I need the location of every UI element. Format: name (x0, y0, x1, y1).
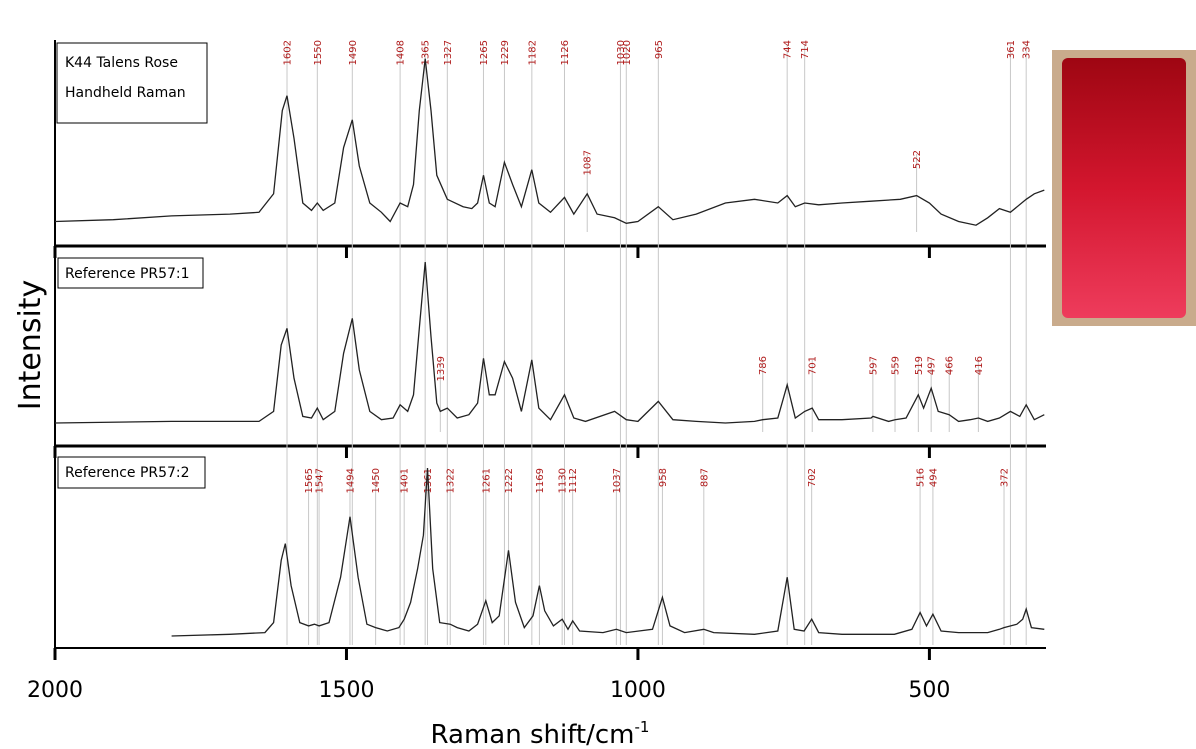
peak-label: 1339 (436, 356, 447, 381)
peak-label: 1265 (479, 40, 490, 65)
panel-title: K44 Talens Rose (65, 55, 178, 71)
peak-label: 1565 (304, 468, 315, 493)
peak-label: 416 (974, 356, 985, 375)
y-axis-title: Intensity (13, 280, 48, 411)
x-axis-title-sup: -1 (634, 718, 649, 736)
panel-title: Reference PR57:2 (65, 465, 190, 481)
x-tick-label: 1500 (318, 678, 374, 703)
legend-box (57, 456, 206, 489)
spectrum-line (54, 58, 1045, 226)
peak-label: 1126 (560, 40, 571, 65)
legend-box (56, 42, 208, 124)
spectrum-line (54, 261, 1045, 424)
x-tick-label: 500 (908, 678, 950, 703)
peak-label: 1408 (396, 40, 407, 65)
peak-label: 519 (914, 356, 925, 375)
paint-swatch (1062, 58, 1186, 318)
peak-label: 559 (891, 356, 902, 375)
peak-label: 361 (1006, 40, 1017, 59)
peak-label: 1087 (583, 150, 594, 175)
x-axis-title-text: Raman shift/cm (431, 720, 635, 749)
peak-label: 887 (699, 468, 710, 487)
x-axis-title: Raman shift/cm-1 (431, 718, 650, 749)
peak-label: 1261 (481, 468, 492, 493)
peak-label: 702 (807, 468, 818, 487)
peak-label: 1222 (504, 468, 515, 493)
peak-label: 1327 (443, 40, 454, 65)
peak-label: 701 (808, 356, 819, 375)
x-tick-label: 2000 (27, 678, 83, 703)
peak-label: 1550 (313, 40, 324, 65)
peak-label: 1030 (616, 40, 627, 65)
x-tick-label: 1000 (610, 678, 666, 703)
peak-label: 1112 (568, 468, 579, 493)
peak-label: 522 (912, 150, 923, 169)
panel-title: Reference PR57:1 (65, 266, 190, 282)
peak-label: 516 (916, 468, 927, 487)
peak-label: 1401 (400, 468, 411, 493)
peak-label: 1229 (500, 40, 511, 65)
legend-box (57, 257, 204, 289)
peak-label: 1365 (421, 40, 432, 65)
peak-label: 965 (654, 40, 665, 59)
peak-label: 1547 (315, 468, 326, 493)
peak-label: 1490 (348, 40, 359, 65)
peak-label: 1602 (283, 40, 294, 65)
peak-label: 1494 (345, 468, 356, 493)
peak-label: 334 (1022, 40, 1033, 59)
peak-label: 1020 (622, 40, 633, 65)
peak-label: 1182 (527, 40, 538, 65)
peak-label: 1322 (446, 468, 457, 493)
peak-label: 494 (928, 468, 939, 487)
peak-label: 1450 (371, 468, 382, 493)
peak-label: 466 (945, 356, 956, 375)
spectrum-line (171, 467, 1045, 637)
peak-label: 597 (868, 356, 879, 375)
peak-label: 714 (800, 40, 811, 59)
peak-label: 497 (927, 356, 938, 375)
peak-label: 1169 (535, 468, 546, 493)
peak-label: 744 (783, 40, 794, 59)
peak-label: 958 (658, 468, 669, 487)
peak-label: 1037 (612, 468, 623, 493)
panel-subtitle: Handheld Raman (65, 85, 186, 101)
peak-label: 786 (758, 356, 769, 375)
peak-label: 372 (1000, 468, 1011, 487)
peak-label: 1130 (558, 468, 569, 493)
